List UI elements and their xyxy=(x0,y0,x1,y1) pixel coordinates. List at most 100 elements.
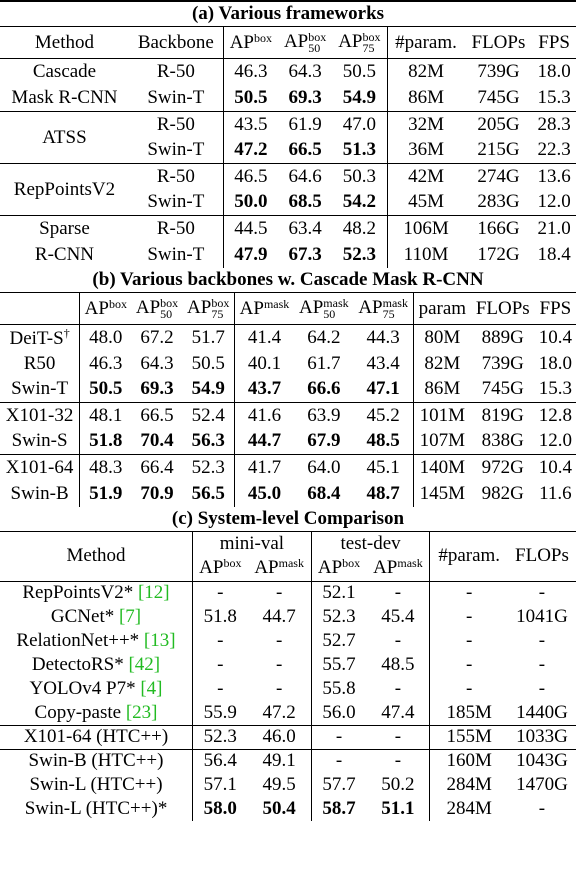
value-cell: 22.3 xyxy=(537,139,571,161)
value-cell: 49.1 xyxy=(247,749,312,773)
table-row: Swin-T 50.0 68.5 54.2 45M 283G 12.0 xyxy=(0,189,576,216)
row-group: ATSS R-50 43.5 61.9 47.0 32M 205G 28.3 Swin-T 47.… xyxy=(0,111,576,164)
value-cell: 45.0 xyxy=(247,482,282,504)
value-cell: 66.6 xyxy=(307,378,341,400)
method-cell: RepPointsV2 xyxy=(0,164,129,216)
method-cell: GCNet* [7] xyxy=(0,605,194,629)
column-header: #param. xyxy=(438,545,501,566)
backbone-cell: Swin-T xyxy=(128,241,224,268)
citation: [42] xyxy=(128,654,161,675)
row-label: R50 xyxy=(0,350,81,377)
backbone-cell: Swin-T xyxy=(128,189,224,216)
value-cell: 11.6 xyxy=(539,482,572,504)
citation: [7] xyxy=(118,606,142,627)
value-cell: 172G xyxy=(477,243,520,265)
value-cell: 107M xyxy=(419,430,466,452)
label-sup: † xyxy=(63,325,70,340)
section: (c) System-level Comparison Method mini-v… xyxy=(0,507,576,821)
value-cell: 41.6 xyxy=(247,404,282,426)
value-cell: 64.2 xyxy=(307,326,341,348)
value-cell: 18.0 xyxy=(537,61,571,82)
value-cell: 43.7 xyxy=(247,378,282,400)
header-sub: 75 xyxy=(211,306,224,321)
value-cell: 48.5 xyxy=(366,653,431,677)
method-cell: YOLOv4 P7* [4] xyxy=(0,677,194,701)
table-row: Swin-L (HTC++)* 58.0 50.4 58.7 51.1 284M - xyxy=(0,797,576,821)
column-header: FLOPs xyxy=(471,31,526,53)
header-base: AP xyxy=(187,297,212,319)
value-cell: 50.4 xyxy=(247,797,312,821)
value-cell: 48.7 xyxy=(353,480,414,507)
value-cell: 52.7 xyxy=(322,630,356,651)
value-cell: - xyxy=(538,654,546,675)
value-cell: 46.3 xyxy=(234,61,268,82)
value-cell: 47.4 xyxy=(366,701,431,725)
value-cell: 838G xyxy=(481,430,524,452)
value-cell: 82M xyxy=(424,352,461,374)
column-header: FPS xyxy=(539,297,572,319)
table-row: YOLOv4 P7* [4] - -55.8- - - xyxy=(0,677,576,701)
method-cell: RelationNet++* [13] xyxy=(0,629,194,653)
value-cell: 46.3 xyxy=(89,352,123,374)
value-cell: 61.9 xyxy=(288,113,322,135)
label-text: R50 xyxy=(23,352,56,374)
table: AP box AP box 50 AP box 75 AP mask AP mask 50 AP mask 7… xyxy=(0,292,576,507)
value-cell: 44.5 xyxy=(234,217,268,239)
value-cell: - xyxy=(466,606,473,627)
value-cell: 64.3 xyxy=(288,61,322,82)
label-text: X101-64 xyxy=(5,456,74,478)
value-cell: - xyxy=(217,678,224,699)
method-line: Sparse xyxy=(39,218,90,239)
table-row: Swin-T 50.5 69.3 54.9 43.7 66.6 47.1 86M 745G 15.… xyxy=(0,376,576,403)
value-cell: 68.4 xyxy=(307,482,341,504)
header-sup: box xyxy=(253,30,272,45)
header-scripts: mask 75 xyxy=(383,297,408,320)
value-cell: 745G xyxy=(477,87,520,108)
table-row: Cascade Mask R-CNN R-50 46.3 64.3 50.5 82M 739G… xyxy=(0,58,576,108)
value-cell: 1033G xyxy=(516,726,568,747)
value-cell: 80M xyxy=(424,326,461,348)
value-cell: 140M xyxy=(419,456,466,478)
citation: [23] xyxy=(125,701,158,723)
value-cell: 1440G xyxy=(516,701,568,723)
method-cell: RepPointsV2* [12] xyxy=(0,581,194,605)
citation: [13] xyxy=(143,630,176,651)
method-cell: Sparse R-CNN xyxy=(0,216,129,269)
column-header: AP box xyxy=(311,556,366,581)
value-cell: - xyxy=(466,630,473,651)
label-text: Swin-B xyxy=(10,482,69,504)
header-base: AP xyxy=(358,297,383,319)
backbone-cell: Swin-T xyxy=(128,137,224,164)
value-cell: 63.9 xyxy=(307,404,341,426)
row-group: X101-32 48.1 66.5 52.4 41.6 63.9 45.2 101M 819G 1… xyxy=(0,402,576,455)
header-sub: 50 xyxy=(160,306,173,321)
method-cell: Cascade Mask R-CNN xyxy=(0,59,129,112)
value-cell: 52.3 xyxy=(203,726,237,747)
table-row: X101-32 48.1 66.5 52.4 41.6 63.9 45.2 101M 819G 1… xyxy=(0,402,576,429)
value-cell: 61.7 xyxy=(307,352,341,374)
value-cell: 69.3 xyxy=(288,87,322,108)
value-cell: 66.5 xyxy=(288,139,322,161)
value-cell: 1041G xyxy=(516,606,568,627)
header-scripts: mask xyxy=(264,298,289,310)
row-label: Swin-B xyxy=(0,480,81,507)
column-header: FPS xyxy=(538,31,570,53)
header-base: AP xyxy=(135,297,161,319)
table-row: RepPointsV2* [12] - -52.1- - - xyxy=(0,581,576,605)
value-cell: 45.4 xyxy=(366,605,431,629)
value-cell: 50.2 xyxy=(366,773,431,797)
value-cell: 47.2 xyxy=(247,701,312,725)
value-cell: 70.9 xyxy=(140,482,174,504)
value-cell: - xyxy=(247,677,312,701)
value-cell: 51.1 xyxy=(366,797,431,821)
corner-cell xyxy=(0,292,81,325)
column-header: AP box 75 xyxy=(182,292,235,325)
label-text: DeiT-S xyxy=(9,327,64,349)
value-cell: 12.0 xyxy=(537,191,571,213)
column-header: Method xyxy=(0,531,194,581)
value-cell: 215G xyxy=(477,139,520,161)
header-base: AP xyxy=(84,297,109,319)
value-cell: - xyxy=(538,678,546,699)
table: Method Backbone AP box AP box 50 AP box 75 #param.… xyxy=(0,26,576,268)
citation: [4] xyxy=(140,678,163,699)
